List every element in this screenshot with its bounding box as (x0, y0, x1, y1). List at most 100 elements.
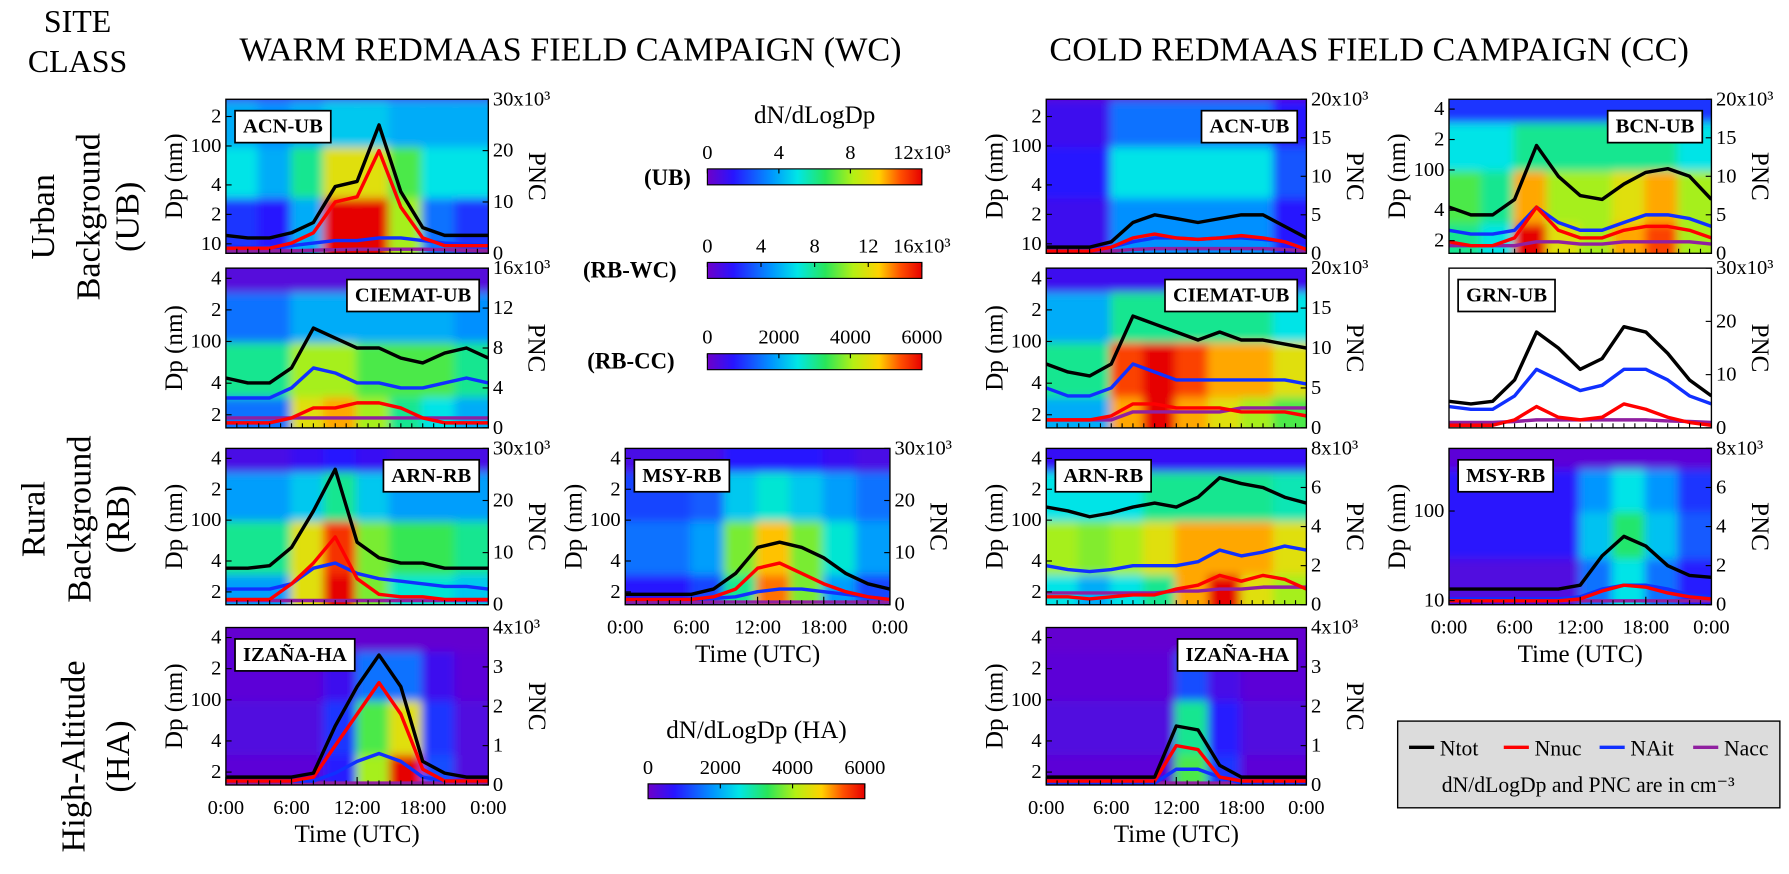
station-label: ARN-RB (1063, 465, 1143, 487)
heatmap-cell (290, 290, 326, 343)
y2-tick-label: 0 (1716, 594, 1726, 616)
station-label: ACN-UB (243, 116, 323, 138)
y-axis-label: Dp (nm) (161, 484, 188, 570)
y2-tick-label: 20x10³ (1311, 88, 1368, 110)
series-line (1448, 205, 1712, 248)
heatmap-cell (355, 627, 392, 652)
panel (625, 448, 890, 605)
colorbar-tick-label: 0 (702, 142, 712, 164)
heatmap-cell (1448, 221, 1483, 254)
y-tick-label: 2 (211, 761, 221, 783)
heatmap-cell (657, 519, 693, 575)
heatmap-cell (421, 144, 457, 199)
heatmap-cell (1110, 99, 1145, 148)
y-tick-label: 100 (1011, 509, 1042, 531)
heatmap-cell (454, 627, 489, 652)
colorbar-tick-label: 16x10³ (893, 235, 950, 257)
station-label: ACN-UB (1209, 116, 1289, 138)
heatmap-cell (257, 268, 293, 293)
y2-tick-label: 0 (1716, 417, 1726, 439)
x-tick-label: 0:00 (872, 617, 908, 639)
y2-tick-label: 15 (1311, 127, 1332, 149)
station-label-box (234, 109, 332, 144)
heatmap-cell (290, 448, 326, 473)
y-tick-label: 4 (211, 267, 221, 289)
heatmap-cell (225, 470, 260, 522)
y2-tick-label: 0 (493, 774, 503, 796)
y2-tick-label: 0 (1311, 774, 1321, 796)
y2-axis-label: PNC (1341, 682, 1368, 731)
heatmap-cell (1077, 698, 1113, 756)
heatmap-cell (855, 448, 890, 473)
colorbar-title: dN/dLogDp (754, 102, 875, 129)
heatmap-cell (1513, 556, 1549, 605)
y-tick-label: 2 (1031, 299, 1041, 321)
legend-label: Ntot (1440, 736, 1479, 760)
colorbar-tick-label: 4 (756, 235, 766, 257)
heatmap-cell (1272, 448, 1307, 473)
panel (1448, 99, 1712, 254)
series-line (1046, 402, 1307, 422)
heatmap-cell (1175, 340, 1210, 398)
y2-axis-label: PNC (523, 324, 550, 373)
heatmap-cell (1110, 698, 1145, 756)
y2-tick-label: 0 (493, 242, 503, 264)
heatmap-cell (1513, 509, 1549, 560)
station-label: MSY-RB (1466, 465, 1545, 487)
x-tick-label: 0:00 (607, 617, 643, 639)
heatmap-cell (1448, 509, 1483, 560)
panel (225, 268, 489, 428)
heatmap-cell (290, 144, 326, 199)
heatmap-cell (1480, 99, 1516, 123)
row-label: (RB) (100, 485, 137, 553)
colorbar-tick-label: 4000 (772, 757, 813, 779)
station-label: CIEMAT-UB (1173, 285, 1290, 307)
x-tick-label: 12:00 (334, 797, 381, 819)
heatmap-cell (388, 519, 424, 575)
x-tick-label: 18:00 (399, 797, 446, 819)
y-tick-label: 4 (211, 550, 221, 572)
y-tick-label: 100 (1011, 689, 1042, 711)
series-line (225, 535, 489, 602)
y2-axis-label: PNC (523, 682, 550, 731)
heatmap-cell (1677, 509, 1712, 560)
y2-tick-label: 5 (1311, 204, 1321, 226)
heatmap-cell (1046, 99, 1080, 148)
heatmap-cell (1546, 99, 1582, 123)
y-tick-label: 2 (211, 658, 221, 680)
colorbar-tick-label: 12 (858, 235, 879, 257)
y2-tick-label: 4x10³ (1311, 617, 1358, 639)
heatmap-cell (1644, 467, 1680, 513)
heatmap-cell (1579, 99, 1615, 123)
heatmap-cell (1077, 649, 1113, 701)
station-label-box (1054, 458, 1152, 493)
x-tick-label: 0:00 (470, 797, 506, 819)
heatmap-cell (1142, 99, 1178, 148)
heatmap-cell (1207, 340, 1243, 398)
y2-tick-label: 6 (1311, 476, 1321, 498)
y2-tick-label: 12 (493, 297, 514, 319)
legend-label: NAit (1630, 736, 1673, 760)
y2-tick-label: 6 (1716, 476, 1726, 498)
y2-tick-label: 3 (1311, 656, 1321, 678)
y-tick-label: 2 (211, 581, 221, 603)
y2-tick-label: 1 (1311, 735, 1321, 757)
heatmap-cell (1546, 509, 1582, 560)
y-axis-label: Dp (nm) (981, 484, 1008, 570)
series-line (1046, 544, 1307, 574)
y-tick-label: 2 (1434, 129, 1444, 151)
heatmap-cell (355, 448, 392, 473)
station-label-box (1606, 109, 1704, 144)
heatmap-cell (625, 519, 660, 575)
y2-tick-label: 30x10³ (493, 437, 550, 459)
heatmap-cell (1644, 556, 1680, 605)
y-axis-label: Dp (nm) (981, 305, 1008, 391)
x-axis-label: Time (UTC) (294, 821, 419, 848)
heatmap-cell (1046, 268, 1080, 293)
legend-label: Nacc (1724, 736, 1768, 760)
heatmap-cell (257, 448, 293, 473)
y2-tick-label: 2 (1716, 555, 1726, 577)
heatmap-cell (1077, 395, 1113, 428)
heatmap-cell (1240, 144, 1276, 199)
